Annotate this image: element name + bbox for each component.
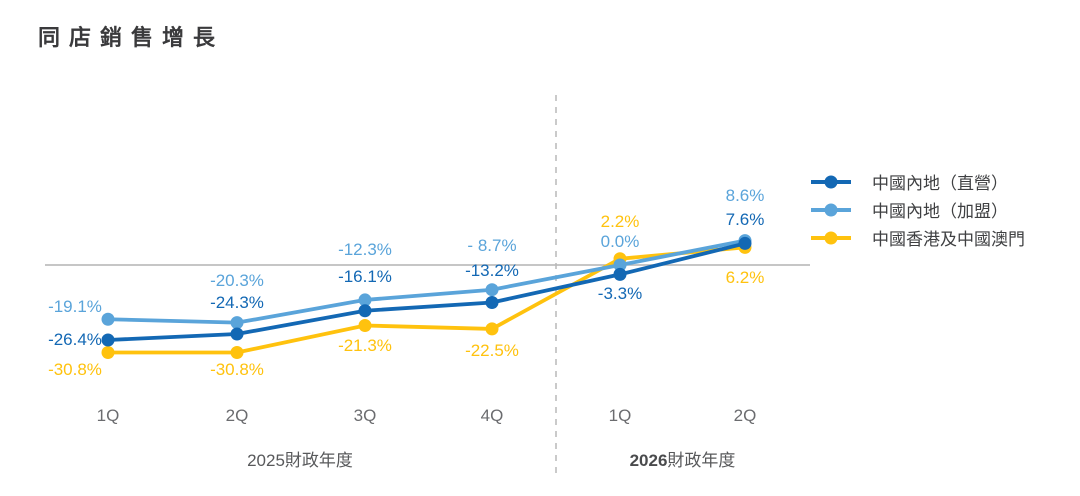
line-mainland-direct — [107, 241, 746, 342]
dot-mainland-direct-1Q — [101, 333, 115, 347]
fiscal-year-suffix: 財政年度 — [667, 451, 736, 470]
legend-line-dot-icon — [811, 231, 851, 244]
dot-hk-macau-3Q — [358, 318, 372, 332]
fiscal-group-label-0: 2025財政年度 — [247, 446, 353, 471]
value-label-hk-macau-0: -30.8% — [48, 360, 102, 380]
dot-mainland-direct-1Q — [613, 267, 627, 281]
value-label-hk-macau-1: -30.8% — [210, 360, 264, 380]
value-label-mainland-franchise-0: -19.1% — [48, 297, 102, 317]
value-label-mainland-franchise-1: -20.3% — [210, 270, 264, 290]
legend-label: 中國內地（加盟） — [872, 202, 1008, 221]
dot-mainland-direct-2Q — [738, 236, 752, 250]
value-label-mainland-franchise-4: 0.0% — [600, 232, 640, 251]
value-label-hk-macau-4: 2.2% — [600, 211, 640, 231]
value-label-mainland-direct-0: -26.4% — [48, 329, 102, 349]
x-tick-2: 3Q — [353, 406, 377, 425]
fiscal-year-number: 2026 — [629, 451, 668, 470]
dot-mainland-franchise-2Q — [230, 316, 244, 330]
dot-mainland-direct-3Q — [358, 304, 372, 318]
dot-mainland-direct-4Q — [485, 295, 499, 309]
value-label-hk-macau-2: -21.3% — [338, 336, 392, 356]
x-tick-5: 2Q — [733, 406, 757, 425]
value-label-mainland-direct-5: 7.6% — [725, 210, 765, 230]
dot-mainland-franchise-1Q — [613, 258, 627, 272]
value-label-mainland-franchise-5: 8.6% — [725, 185, 765, 205]
legend-item-mainland-direct: 中國內地（直營） — [810, 172, 1025, 193]
value-label-hk-macau-5: 6.2% — [725, 268, 765, 288]
legend-label: 中國內地（直營） — [872, 174, 1008, 193]
value-label-mainland-direct-4: -3.3% — [597, 284, 643, 304]
legend-line-dot-icon — [811, 175, 851, 188]
legend: 中國內地（直營） 中國內地（加盟） 中國香港及中國澳門 — [810, 172, 1025, 249]
chart-title: 同店銷售增長 — [38, 25, 225, 50]
line-mainland-franchise — [107, 238, 746, 325]
dot-hk-macau-4Q — [485, 322, 499, 336]
legend-label: 中國香港及中國澳門 — [872, 230, 1025, 249]
value-label-mainland-direct-2: -16.1% — [338, 266, 392, 286]
x-tick-3: 4Q — [480, 406, 504, 425]
value-label-mainland-franchise-2: -12.3% — [338, 239, 392, 259]
legend-line-dot-icon — [811, 203, 851, 216]
value-label-mainland-franchise-3: - 8.7% — [467, 235, 517, 255]
dot-mainland-franchise-4Q — [485, 283, 499, 297]
legend-item-mainland-franchise: 中國內地（加盟） — [810, 200, 1025, 221]
x-tick-4: 1Q — [608, 406, 632, 425]
value-label-mainland-direct-1: -24.3% — [210, 293, 264, 312]
x-tick-1: 2Q — [225, 406, 249, 425]
dot-hk-macau-2Q — [230, 345, 244, 359]
fiscal-year-suffix: 財政年度 — [284, 451, 353, 470]
dot-hk-macau-1Q — [101, 345, 115, 359]
legend-item-hk-macau: 中國香港及中國澳門 — [810, 228, 1025, 249]
dot-mainland-direct-2Q — [230, 327, 244, 341]
line-hk-macau — [108, 245, 746, 355]
value-label-mainland-direct-3: -13.2% — [465, 261, 519, 281]
fiscal-group-label-1: 2026財政年度 — [630, 446, 736, 471]
x-tick-0: 1Q — [96, 406, 120, 425]
dot-mainland-franchise-1Q — [101, 312, 115, 326]
dot-mainland-franchise-3Q — [358, 293, 372, 307]
fiscal-year-number: 2025 — [247, 451, 285, 470]
value-label-hk-macau-3: -22.5% — [465, 340, 519, 360]
